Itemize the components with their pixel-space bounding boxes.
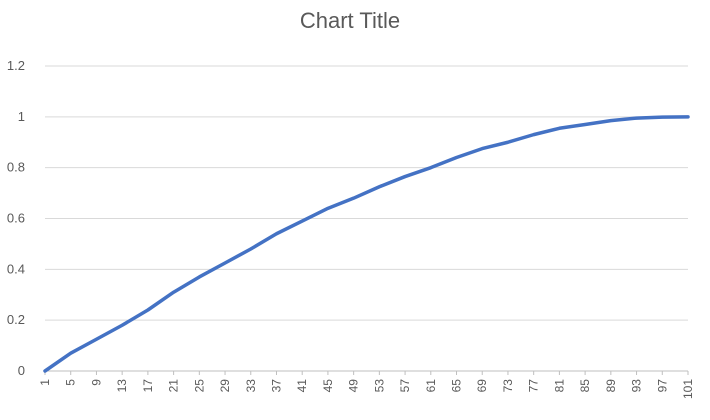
y-tick-label: 1 <box>18 109 25 124</box>
x-tick-label: 73 <box>501 379 515 393</box>
x-tick-label: 97 <box>655 379 669 393</box>
x-tick-label: 45 <box>321 379 335 393</box>
x-tick-label: 33 <box>244 379 258 393</box>
x-tick-label: 57 <box>398 379 412 393</box>
y-tick-label: 0.4 <box>7 261 25 276</box>
x-tick-label: 17 <box>141 379 155 393</box>
x-tick-label: 81 <box>552 379 566 393</box>
x-tick-label: 53 <box>372 379 386 393</box>
chart-title: Chart Title <box>299 8 401 33</box>
x-tick-label: 77 <box>527 379 541 393</box>
x-tick-label: 21 <box>167 379 181 393</box>
x-tick-label: 29 <box>218 379 232 393</box>
y-tick-label: 0.2 <box>7 312 25 327</box>
y-tick-label: 1.2 <box>7 58 25 73</box>
x-tick-label: 41 <box>295 379 309 393</box>
series-line <box>43 115 690 373</box>
x-tick-label: 9 <box>89 379 103 386</box>
x-tick-label: 25 <box>192 379 206 393</box>
y-tick-label: 0.8 <box>7 160 25 175</box>
y-tick-label: 0.6 <box>7 211 25 226</box>
x-tick-label: 49 <box>347 379 361 393</box>
x-tick-label: 1 <box>38 379 52 386</box>
x-tick-label: 65 <box>450 379 464 393</box>
x-tick-label: 69 <box>475 379 489 393</box>
x-tick-label: 101 <box>681 379 695 399</box>
x-tick-label: 37 <box>269 379 283 393</box>
x-tick-label: 89 <box>604 379 618 393</box>
x-tick-label: 85 <box>578 379 592 393</box>
x-tick-label: 61 <box>424 379 438 393</box>
x-tick-label: 13 <box>115 379 129 393</box>
x-tick-label: 5 <box>64 379 78 386</box>
y-tick-label: 0 <box>18 363 25 378</box>
x-tick-label: 93 <box>630 379 644 393</box>
